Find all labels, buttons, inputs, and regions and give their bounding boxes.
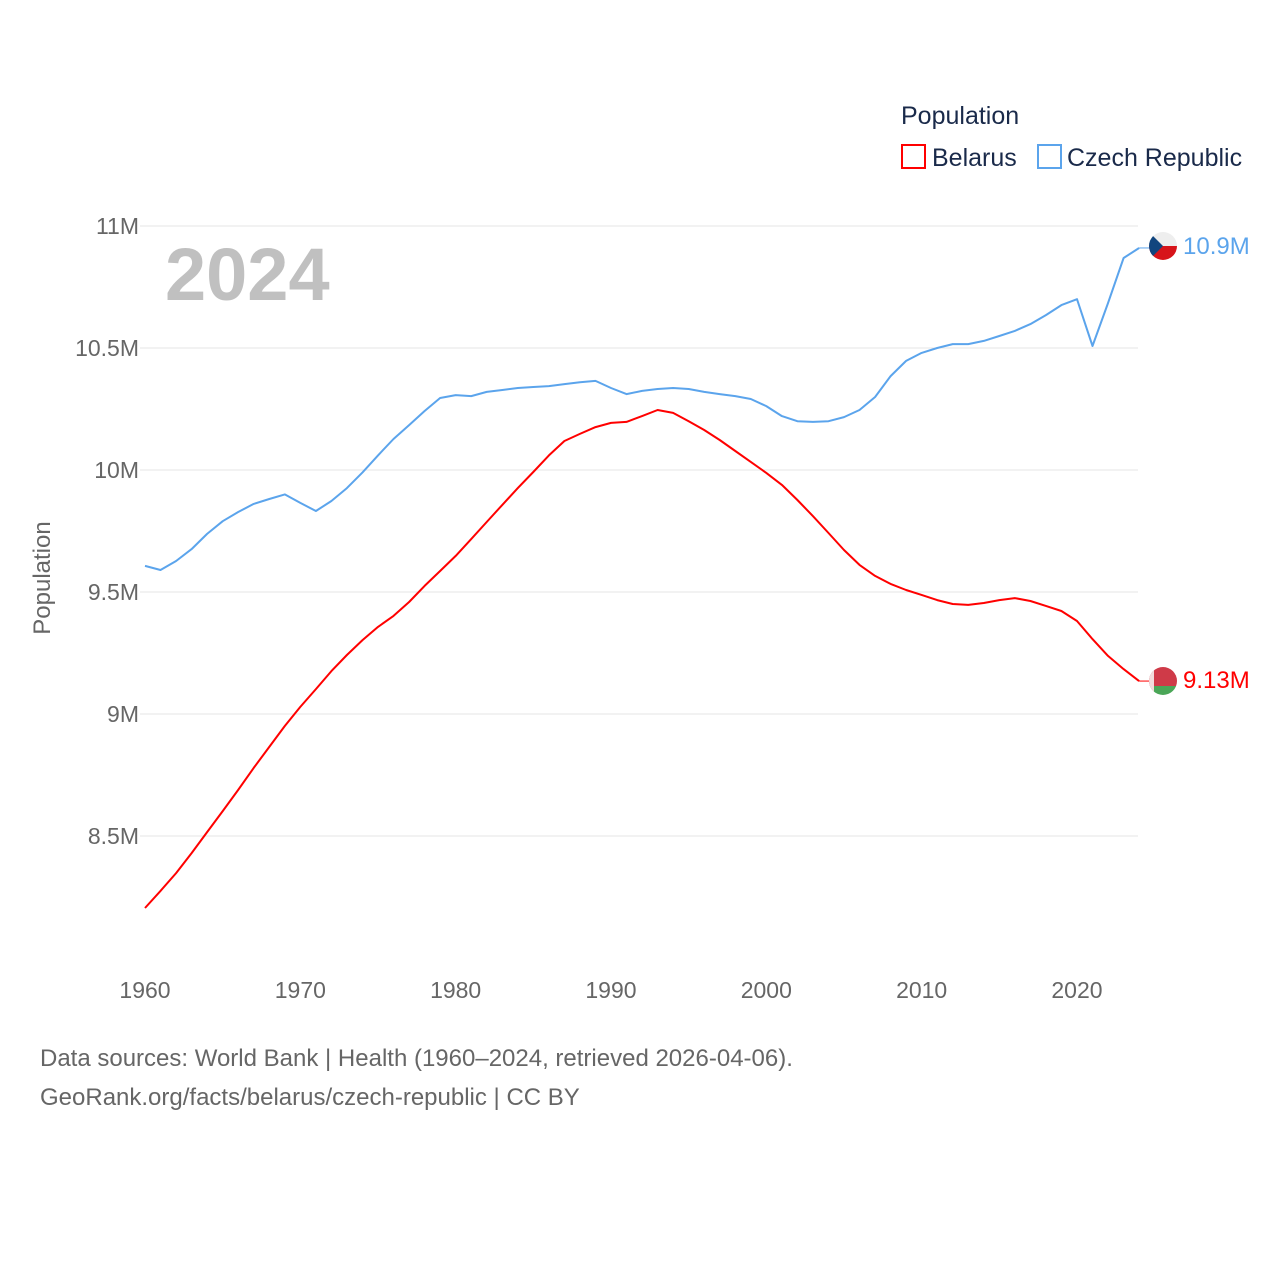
x-tick-label: 1970 [275,977,326,1003]
y-tick-label: 8.5M [88,823,139,849]
legend-label-belarus: Belarus [932,144,1017,172]
footer-attribution[interactable]: GeoRank.org/facts/belarus/czech-republic… [40,1084,580,1111]
end-label-belarus: 9.13M [1183,667,1250,694]
x-tick-label: 1990 [585,977,636,1003]
legend-swatch-czech-republic [1037,144,1062,169]
legend-label-czech-republic: Czech Republic [1067,144,1242,172]
y-tick-label: 10.5M [75,335,139,361]
y-tick-label: 10M [94,457,139,483]
legend-item-belarus[interactable]: Belarus [901,144,1017,172]
legend-title: Population [901,102,1019,130]
x-tick-label: 2010 [896,977,947,1003]
y-tick-label: 9.5M [88,579,139,605]
y-tick-label: 11M [96,213,139,239]
legend-swatch-belarus [901,144,926,169]
year-watermark: 2024 [165,233,330,316]
x-tick-label: 2000 [741,977,792,1003]
y-tick-label: 9M [107,701,139,727]
series-line-czech-republic [144,247,1140,571]
y-axis-label: Population [29,521,56,634]
end-label-czech-republic: 10.9M [1183,233,1250,260]
belarus-flag-icon [1149,667,1177,695]
czech-flag-icon [1149,232,1177,260]
series-line-belarus [144,409,1140,909]
x-tick-label: 1980 [430,977,481,1003]
x-tick-label: 2020 [1051,977,1102,1003]
legend-item-czech-republic[interactable]: Czech Republic [1037,144,1242,172]
footer-sources: Data sources: World Bank | Health (1960–… [40,1045,793,1072]
x-tick-label: 1960 [119,977,170,1003]
